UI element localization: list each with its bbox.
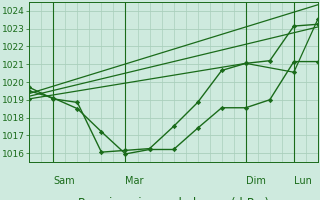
Text: Mar: Mar [125,176,144,186]
Text: Pression niveau de la mer( hPa ): Pression niveau de la mer( hPa ) [78,197,269,200]
Text: Sam: Sam [53,176,75,186]
Text: Lun: Lun [294,176,312,186]
Text: Dim: Dim [246,176,266,186]
